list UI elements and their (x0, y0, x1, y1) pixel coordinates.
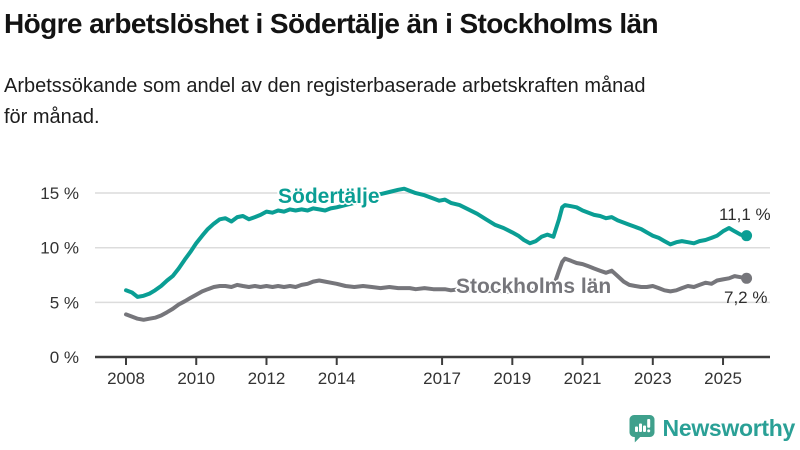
end-value-label-stockholms-lan: 7,2 % (724, 288, 768, 307)
end-dot-stockholms-län (741, 272, 753, 284)
y-axis-label-15: 15 % (40, 184, 79, 203)
newsworthy-wordmark: Newsworthy (662, 415, 796, 441)
series-label-stockholms-lan: Stockholms län (456, 275, 612, 298)
end-dot-södertälje (741, 230, 753, 242)
x-axis-label-2010: 2010 (177, 369, 215, 388)
newsworthy-bubble-chart-icon (629, 415, 655, 443)
y-axis-label-0: 0 % (50, 348, 79, 367)
newsworthy-logo[interactable]: Newsworthy (629, 414, 795, 443)
x-axis-label-2021: 2021 (564, 369, 602, 388)
x-axis-label-2017: 2017 (423, 369, 461, 388)
x-axis-label-2019: 2019 (493, 369, 531, 388)
x-axis-label-2008: 2008 (107, 369, 145, 388)
chart-subtitle: Arbetssökande som andel av den registerb… (4, 71, 646, 133)
series-line-stockholms-län (124, 256, 749, 322)
x-axis-label-2023: 2023 (634, 369, 672, 388)
x-axis-label-2014: 2014 (318, 369, 356, 388)
end-value-label-sodertalje: 11,1 % (719, 205, 771, 224)
series-label-sodertalje: Södertälje (278, 185, 380, 208)
x-axis-label-2012: 2012 (248, 369, 286, 388)
y-axis-label-5: 5 % (50, 293, 79, 312)
chart-subtitle-line2: för månad. (4, 106, 100, 128)
series-line-södertälje (124, 186, 749, 299)
x-axis-label-2025: 2025 (704, 369, 742, 388)
y-axis-label-10: 10 % (40, 239, 79, 258)
chart-subtitle-line1: Arbetssökande som andel av den registerb… (4, 75, 646, 97)
chart-title: Högre arbetslöshet i Södertälje än i Sto… (4, 8, 659, 39)
